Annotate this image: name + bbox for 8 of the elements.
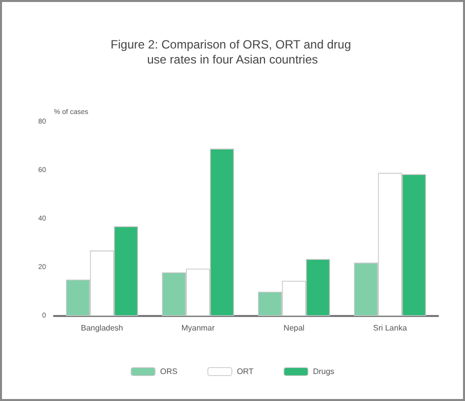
legend-label: ORS: [160, 367, 178, 376]
x-tick-label: Sri Lanka: [373, 324, 408, 332]
legend-label: ORT: [236, 367, 254, 376]
x-tick-label: Nepal: [284, 324, 305, 332]
chart-title: Figure 2: Comparison of ORS, ORT and drug use rates in four Asian countries: [110, 38, 354, 66]
x-tick-label: Myanmar: [181, 324, 216, 332]
legend-label: Drugs: [312, 367, 334, 376]
x-tick-label: Bangladesh: [80, 324, 124, 332]
